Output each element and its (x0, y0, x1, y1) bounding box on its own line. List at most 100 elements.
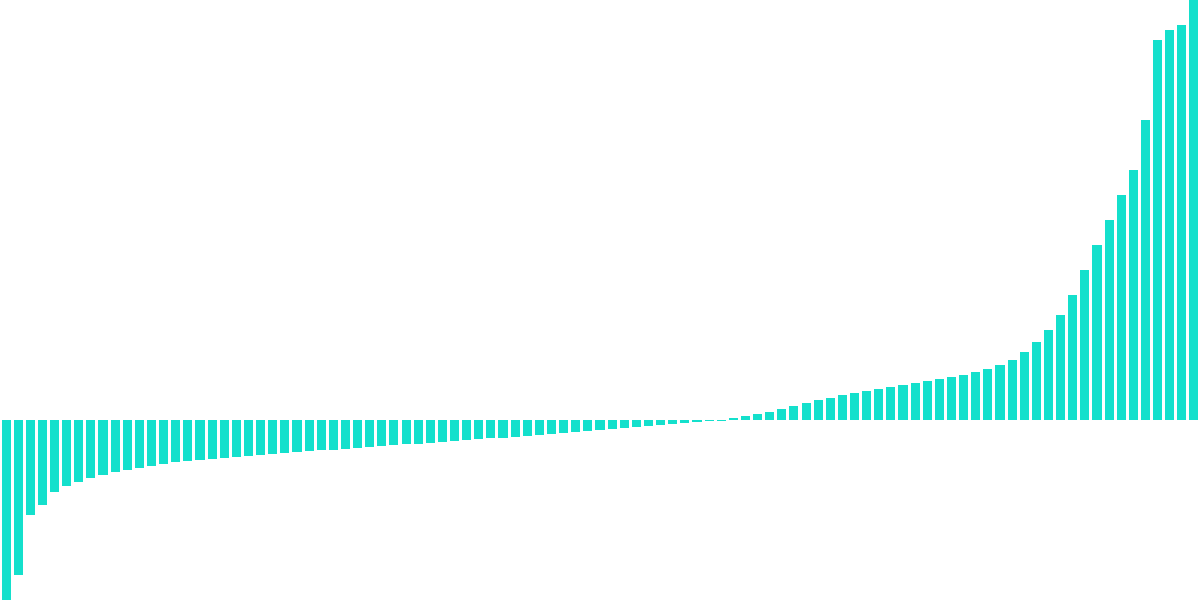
bar (583, 420, 592, 431)
bar (389, 420, 398, 445)
bar (38, 420, 47, 505)
bar (523, 420, 532, 436)
bar (1044, 330, 1053, 420)
bar (983, 369, 992, 420)
bar (292, 420, 301, 452)
bar (111, 420, 120, 472)
bar (462, 420, 471, 440)
bar (74, 420, 83, 482)
bar (1189, 0, 1198, 420)
bar (86, 420, 95, 478)
bar (850, 393, 859, 420)
bar (947, 377, 956, 420)
bar (1117, 195, 1126, 420)
bar (1165, 30, 1174, 420)
bar (474, 420, 483, 439)
bar (862, 391, 871, 420)
bar (98, 420, 107, 475)
bar (1032, 342, 1041, 420)
bar (353, 420, 362, 448)
bar (644, 420, 653, 426)
bar (62, 420, 71, 486)
bar (50, 420, 59, 492)
bar (559, 420, 568, 433)
bar (680, 420, 689, 423)
bar (377, 420, 386, 446)
bar (959, 375, 968, 420)
bar (1141, 120, 1150, 420)
bar (402, 420, 411, 444)
bar (1105, 220, 1114, 420)
bar (498, 420, 507, 438)
bar (26, 420, 35, 515)
bar (741, 416, 750, 420)
bar (595, 420, 604, 430)
sorted-bar-chart (0, 0, 1200, 600)
bar (123, 420, 132, 470)
bar (244, 420, 253, 456)
bar (1068, 295, 1077, 420)
bar (450, 420, 459, 441)
bar (1177, 25, 1186, 420)
bar (838, 395, 847, 420)
bar (668, 420, 677, 424)
bar (608, 420, 617, 429)
bar (159, 420, 168, 464)
bar (317, 420, 326, 450)
bar (268, 420, 277, 454)
bar (220, 420, 229, 458)
bar (777, 409, 786, 420)
bar (147, 420, 156, 466)
bar (341, 420, 350, 449)
bar (705, 420, 714, 421)
bar (547, 420, 556, 434)
bar (971, 372, 980, 420)
bar (1008, 360, 1017, 420)
bar (2, 420, 11, 600)
bar (208, 420, 217, 459)
bar (426, 420, 435, 443)
bar (789, 406, 798, 420)
bar (183, 420, 192, 461)
bar (1129, 170, 1138, 420)
bar (911, 383, 920, 420)
bar (886, 387, 895, 420)
bar (135, 420, 144, 468)
bar (1153, 40, 1162, 420)
bar (195, 420, 204, 460)
bar (1056, 315, 1065, 420)
bar (171, 420, 180, 462)
bar (802, 403, 811, 420)
bar (814, 400, 823, 420)
bar (632, 420, 641, 427)
bar (935, 379, 944, 420)
bar (329, 420, 338, 450)
bar (1092, 245, 1101, 420)
bar (511, 420, 520, 437)
bar (1020, 352, 1029, 420)
bar (898, 385, 907, 420)
bar (826, 398, 835, 420)
bar (765, 412, 774, 420)
bar (486, 420, 495, 438)
bar (620, 420, 629, 428)
bar (14, 420, 23, 575)
bar (923, 381, 932, 420)
bar (753, 414, 762, 420)
bar (1080, 270, 1089, 420)
bar (256, 420, 265, 455)
bar (365, 420, 374, 447)
bar (280, 420, 289, 453)
bar (656, 420, 665, 425)
bar (438, 420, 447, 442)
bar (535, 420, 544, 435)
bar (717, 420, 726, 421)
bar (232, 420, 241, 457)
bar (874, 389, 883, 420)
bar (692, 420, 701, 422)
bar (729, 418, 738, 420)
bar (571, 420, 580, 432)
bar (305, 420, 314, 451)
bar (995, 365, 1004, 420)
bar (414, 420, 423, 444)
